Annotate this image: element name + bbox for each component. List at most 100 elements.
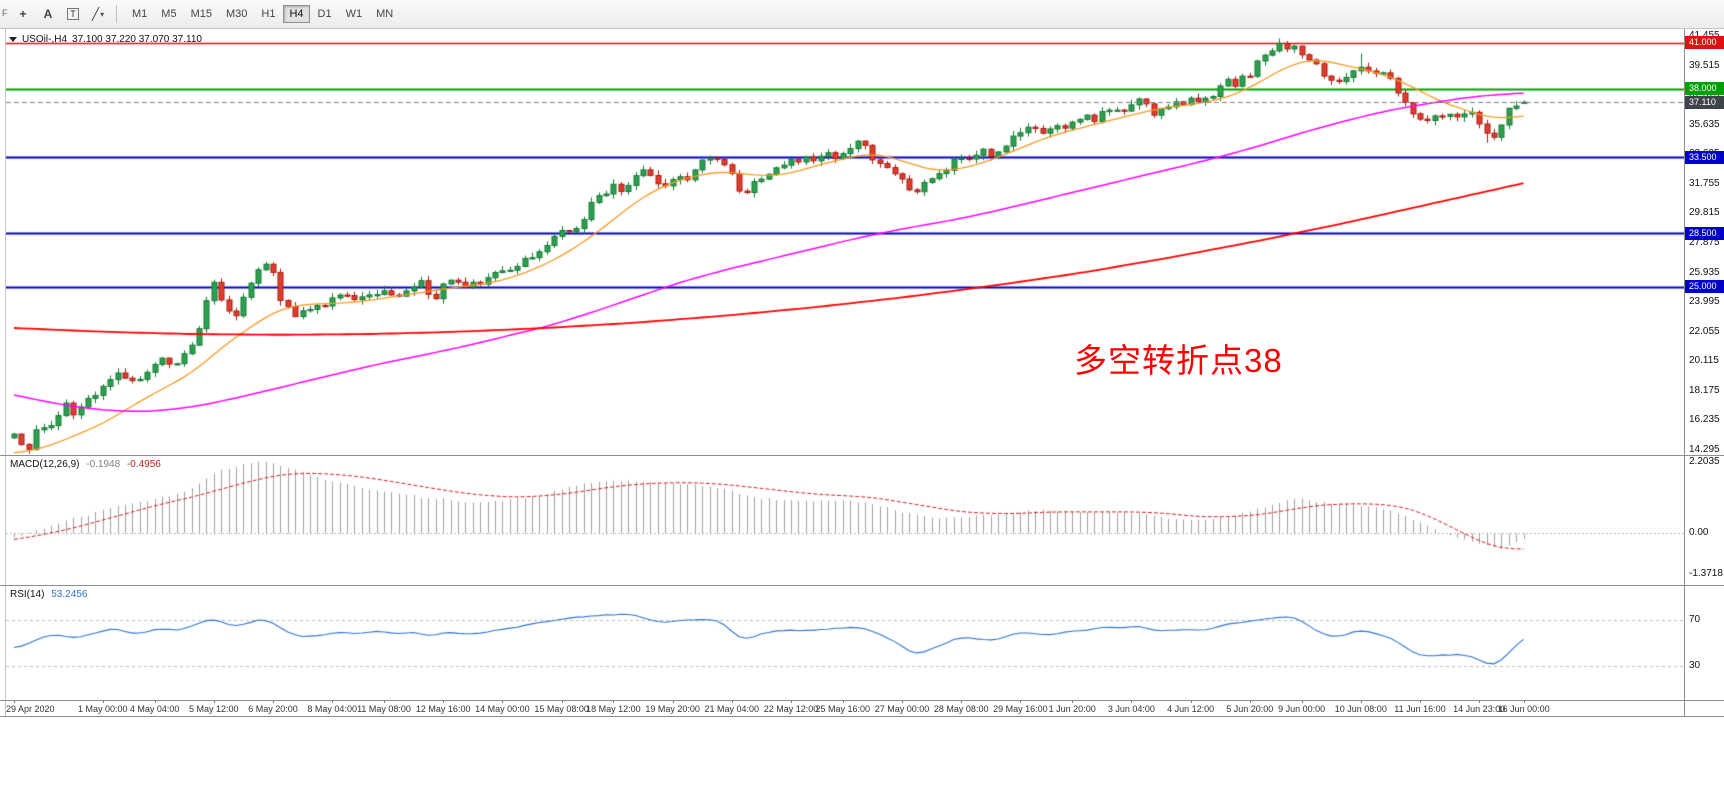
time-axis-tick	[561, 700, 563, 703]
text-tool[interactable]: A	[43, 7, 53, 21]
macd-header: MACD(12,26,9) -0.1948 -0.4956	[10, 459, 161, 470]
macd-axis-label: 0.00	[1689, 526, 1709, 538]
timeframe-button-m15[interactable]: M15	[190, 8, 212, 20]
time-axis-tick	[332, 700, 334, 703]
time-axis-label: 10 Jun 08:00	[1334, 704, 1387, 714]
time-axis-tick	[1190, 700, 1192, 703]
macd-axis-label: 2.2035	[1689, 455, 1720, 467]
rsi-axis-label: 30	[1689, 659, 1701, 671]
price-axis-label: 16.235	[1689, 414, 1720, 426]
macd-label: MACD(12,26,9)	[10, 459, 80, 470]
time-axis-tick	[443, 700, 445, 703]
chart-title-bar: USOil-,H4 37.100 37.220 37.070 37.110	[9, 34, 202, 45]
rsi-value: 53.2456	[51, 589, 88, 600]
time-axis-label: 15 May 08:00	[534, 704, 589, 714]
collapse-arrow-icon[interactable]	[9, 37, 17, 42]
time-axis-tick	[672, 700, 674, 703]
time-axis-label: 11 Jun 16:00	[1394, 704, 1446, 714]
time-axis-label: 25 May 16:00	[815, 704, 871, 714]
time-axis-label: 16 Jun 00:00	[1497, 704, 1550, 714]
macd-panel-canvas[interactable]	[6, 456, 1684, 585]
time-axis-label: 11 May 08:00	[357, 704, 411, 714]
rsi-header: RSI(14) 53.2456	[10, 589, 87, 600]
crosshair-tool[interactable]: +	[19, 7, 27, 21]
time-axis-label: 14 May 00:00	[475, 704, 530, 714]
timeframe-button-h1[interactable]: H1	[261, 8, 276, 20]
price-axis-label: 22.055	[1689, 325, 1720, 337]
time-axis-tick	[502, 700, 504, 703]
price-axis-label: 14.295	[1689, 444, 1720, 455]
price-axis-label: 29.815	[1689, 207, 1720, 219]
price-line-badge: 41.000	[1685, 36, 1724, 50]
time-axis-tick	[791, 700, 792, 703]
time-axis-label: 12 May 16:00	[415, 704, 471, 714]
time-axis-tick	[14, 700, 15, 703]
timeframe-button-w1[interactable]: W1	[345, 8, 363, 20]
time-axis-tick	[213, 700, 215, 703]
chart-symbol-period: USOil-,H4	[22, 34, 68, 45]
timeframe-button-d1[interactable]: D1	[317, 8, 332, 20]
time-axis-tick	[1360, 700, 1362, 703]
time-axis-label: 1 Jun 20:00	[1048, 704, 1096, 714]
time-axis-tick	[1020, 700, 1022, 703]
rsi-panel-canvas[interactable]	[6, 586, 1684, 700]
panel-divider[interactable]	[0, 455, 1724, 456]
panel-divider[interactable]	[0, 585, 1724, 586]
panel-divider	[0, 716, 1724, 717]
time-axis-tick	[613, 700, 615, 703]
price-axis-label: 25.935	[1689, 266, 1720, 278]
time-axis-label: 8 May 04:00	[307, 704, 357, 714]
time-axis-tick	[731, 700, 733, 703]
time-axis-tick	[1523, 700, 1525, 703]
panel-divider[interactable]	[0, 700, 1724, 701]
time-axis-tick	[842, 700, 844, 703]
drawing-tools-group: + A T ╱ ▾	[14, 4, 107, 24]
time-axis-label: 4 Jun 12:00	[1167, 704, 1215, 714]
time-axis-label: 22 May 12:00	[763, 704, 819, 714]
timeframe-button-m1[interactable]: M1	[132, 8, 148, 20]
time-axis-label: 5 May 12:00	[189, 704, 239, 714]
price-line-badge: 38.000	[1685, 82, 1724, 96]
rsi-axis-label: 70	[1689, 614, 1701, 626]
price-line-badge: 33.500	[1685, 150, 1724, 164]
timeframe-button-mn[interactable]: MN	[376, 8, 394, 20]
price-axis-label: 41.455	[1689, 30, 1720, 41]
macd-main-value: -0.1948	[86, 459, 121, 470]
timeframe-button-m30[interactable]: M30	[225, 8, 248, 20]
rsi-label: RSI(14)	[10, 589, 45, 600]
main-chart-canvas[interactable]	[6, 30, 1684, 455]
timeframe-button-m5[interactable]: M5	[161, 8, 177, 20]
shapes-dropdown[interactable]: ╱ ▾	[91, 7, 105, 21]
price-axis-label: 35.635	[1689, 118, 1720, 130]
time-axis-tick	[1072, 700, 1074, 703]
time-axis-label: 9 Jun 00:00	[1278, 704, 1326, 714]
timeframe-button-h4[interactable]: H4	[283, 5, 310, 23]
time-axis-label: 5 Jun 20:00	[1226, 704, 1274, 714]
price-axis-label: 31.755	[1689, 177, 1720, 189]
time-axis-label: 6 May 20:00	[248, 704, 298, 714]
text-label-tool[interactable]: T	[64, 4, 82, 24]
time-axis-tick	[102, 700, 104, 703]
chart-ohlc-values: 37.100 37.220 37.070 37.110	[72, 34, 202, 45]
price-line-badge: 28.500	[1685, 226, 1724, 240]
time-axis-label: 18 May 12:00	[586, 704, 641, 714]
macd-signal-value: -0.4956	[126, 459, 161, 470]
time-axis-label: 4 May 04:00	[129, 704, 180, 714]
price-axis-label: 18.175	[1689, 384, 1720, 396]
time-axis-tick	[1479, 700, 1481, 703]
price-line-badge: 37.110	[1685, 95, 1724, 109]
dropdown-caret-icon: ▾	[100, 9, 105, 19]
time-axis-tick	[961, 700, 963, 703]
time-axis-label: 1 May 00:00	[78, 704, 128, 714]
time-axis-label: 28 May 08:00	[933, 704, 989, 714]
toolbar-separator	[116, 5, 117, 23]
time-axis-tick	[1131, 700, 1133, 703]
time-axis-tick	[384, 700, 385, 703]
time-axis-label: 21 May 04:00	[704, 704, 760, 714]
toolbar-drag-handle[interactable]: F	[2, 8, 8, 18]
chart-left-border	[5, 29, 6, 717]
time-axis-label: 14 Jun 23:00	[1453, 704, 1506, 714]
time-axis[interactable]: 29 Apr 2020 1 May 00:00 4 May 04:00 5 May 1…	[6, 700, 1684, 716]
time-axis-label: 29 May 16:00	[993, 704, 1048, 714]
time-axis-label: 19 May 20:00	[645, 704, 700, 714]
